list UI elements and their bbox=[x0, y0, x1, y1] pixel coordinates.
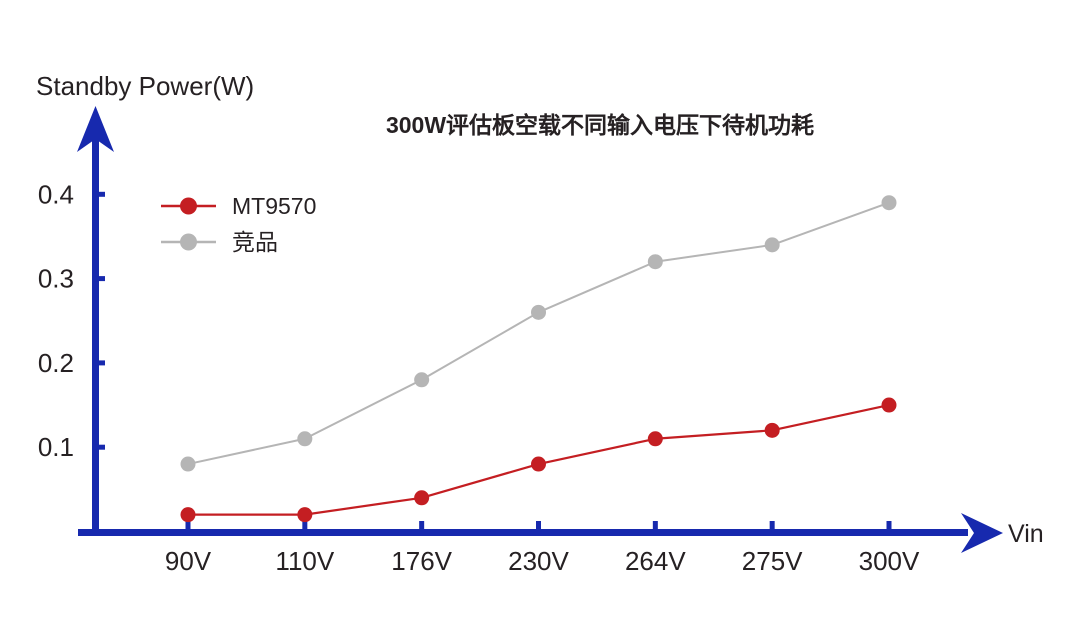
data-point-mt9570-230V bbox=[531, 456, 546, 472]
data-point-mt9570-275V bbox=[764, 422, 780, 438]
legend-item: MT9570 bbox=[161, 193, 316, 219]
y-tick-label: 0.4 bbox=[38, 179, 74, 209]
y-axis-label: Standby Power(W) bbox=[36, 71, 255, 101]
data-point-mt9570-176V bbox=[414, 490, 430, 506]
data-point-mt9570-90V bbox=[180, 507, 196, 523]
x-axis-arrow-icon bbox=[961, 513, 1003, 553]
series-line-competitor bbox=[187, 201, 890, 466]
x-tick-label: 264V bbox=[625, 546, 686, 576]
y-tick bbox=[95, 276, 105, 282]
data-point-mt9570-300V bbox=[881, 397, 897, 413]
data-point-competitor-176V bbox=[414, 372, 430, 388]
x-tick bbox=[419, 521, 425, 530]
x-tick bbox=[652, 521, 658, 530]
data-point-competitor-230V bbox=[531, 304, 546, 320]
x-tick-label: 275V bbox=[742, 546, 803, 576]
x-tick bbox=[302, 521, 308, 530]
y-tick bbox=[95, 444, 105, 450]
legend-dot-swatch bbox=[180, 197, 197, 215]
y-tick-label: 0.1 bbox=[38, 432, 74, 462]
x-tick bbox=[769, 521, 775, 530]
y-axis-arrow-icon bbox=[77, 106, 114, 152]
data-point-mt9570-110V bbox=[297, 507, 313, 523]
y-tick bbox=[95, 191, 105, 197]
data-point-competitor-300V bbox=[881, 195, 897, 211]
legend-label: 竞品 bbox=[232, 229, 278, 255]
y-tick-label: 0.2 bbox=[38, 348, 74, 378]
x-tick-label: 110V bbox=[275, 546, 334, 576]
data-point-competitor-110V bbox=[297, 431, 313, 447]
x-tick bbox=[536, 521, 541, 530]
x-tick-label: 176V bbox=[391, 546, 452, 576]
legend-dot-swatch bbox=[180, 233, 197, 251]
data-point-competitor-275V bbox=[764, 237, 780, 253]
y-tick-label: 0.3 bbox=[38, 264, 74, 294]
x-tick bbox=[886, 521, 892, 530]
y-tick bbox=[95, 360, 105, 366]
legend-label: MT9570 bbox=[232, 193, 316, 219]
x-axis-label: Vin bbox=[1008, 520, 1044, 548]
x-tick-label: 300V bbox=[859, 546, 920, 576]
x-tick-label: 230V bbox=[508, 546, 569, 576]
x-tick bbox=[185, 521, 191, 530]
x-tick-label: 90V bbox=[165, 546, 212, 576]
chart-title: 300W评估板空载不同输入电压下待机功耗 bbox=[385, 112, 815, 138]
data-point-competitor-90V bbox=[180, 456, 196, 472]
data-point-competitor-264V bbox=[647, 254, 663, 270]
legend-item: 竞品 bbox=[161, 229, 278, 255]
data-point-mt9570-264V bbox=[647, 431, 663, 447]
